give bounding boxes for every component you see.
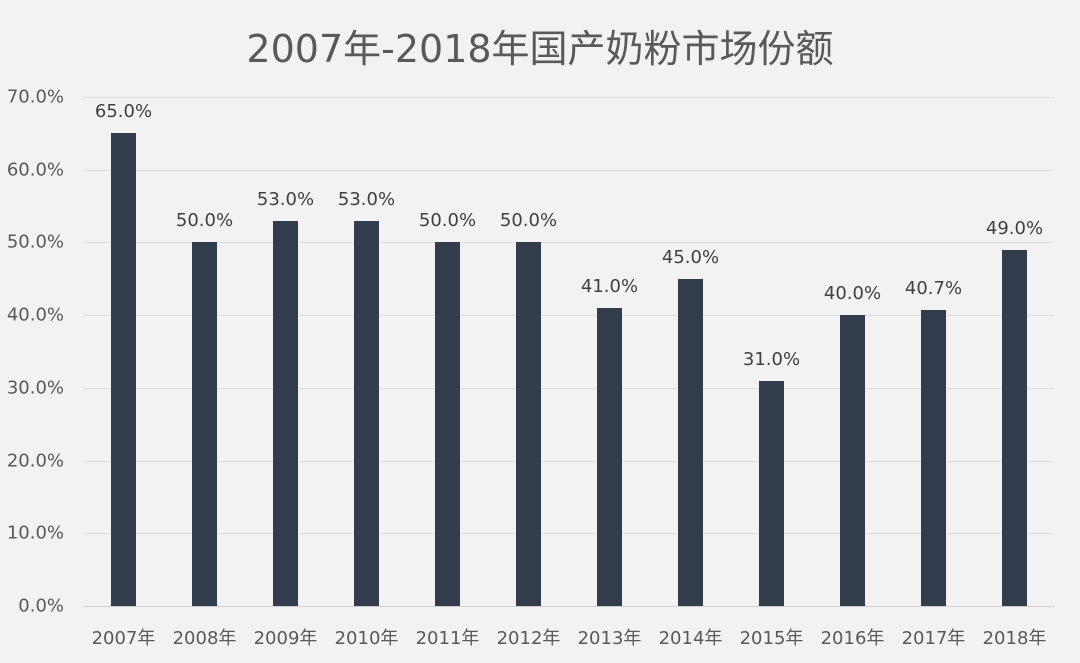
plot-area: 65.0% 50.0% 53.0% 53.0% 50.0% 50.0% 41.0% 45.0%… bbox=[83, 97, 1055, 607]
gridline bbox=[83, 533, 1055, 535]
bar-2007 bbox=[111, 133, 136, 606]
x-tick-label: 2011年 bbox=[415, 628, 480, 649]
bar-2012 bbox=[516, 242, 541, 606]
gridline bbox=[83, 242, 1055, 244]
data-label: 50.0% bbox=[499, 210, 558, 232]
y-tick-label: 20.0% bbox=[6, 450, 64, 472]
x-tick-label: 2014年 bbox=[658, 628, 723, 649]
gridline bbox=[83, 315, 1055, 317]
x-tick-label: 2017年 bbox=[901, 628, 966, 649]
x-tick-label: 2012年 bbox=[496, 628, 561, 649]
gridline bbox=[83, 387, 1055, 389]
y-tick-label: 30.0% bbox=[6, 377, 64, 399]
data-label: 53.0% bbox=[337, 188, 396, 210]
y-tick-label: 40.0% bbox=[6, 304, 64, 326]
bar-2011 bbox=[435, 242, 460, 606]
data-label: 40.7% bbox=[904, 278, 963, 300]
gridline bbox=[83, 460, 1055, 462]
y-tick-label: 10.0% bbox=[6, 522, 64, 544]
data-label: 50.0% bbox=[175, 210, 234, 232]
x-tick-label: 2007年 bbox=[91, 628, 156, 649]
bar-2016 bbox=[840, 315, 865, 606]
data-label: 49.0% bbox=[985, 217, 1044, 239]
data-label: 45.0% bbox=[661, 246, 720, 268]
chart-title: 2007年-2018年国产奶粉市场份额 bbox=[246, 27, 834, 71]
data-label: 31.0% bbox=[742, 348, 801, 370]
y-tick-label: 50.0% bbox=[6, 231, 64, 253]
gridline bbox=[83, 97, 1055, 98]
data-label: 50.0% bbox=[418, 210, 477, 232]
bar-2018 bbox=[1002, 249, 1027, 606]
x-tick-label: 2009年 bbox=[253, 628, 318, 649]
bar-2015 bbox=[759, 380, 784, 606]
x-tick-label: 2016年 bbox=[820, 628, 885, 649]
x-tick-label: 2010年 bbox=[334, 628, 399, 649]
gridline bbox=[83, 169, 1055, 171]
bar-2014 bbox=[678, 278, 703, 606]
x-tick-label: 2008年 bbox=[172, 628, 237, 649]
y-tick-label: 0.0% bbox=[18, 595, 64, 617]
y-tick-label: 70.0% bbox=[6, 86, 64, 108]
x-axis-baseline bbox=[83, 606, 1055, 607]
data-label: 40.0% bbox=[823, 283, 882, 305]
bar-2013 bbox=[597, 307, 622, 606]
x-tick-label: 2013年 bbox=[577, 628, 642, 649]
data-label: 53.0% bbox=[256, 188, 315, 210]
bar-2009 bbox=[273, 220, 298, 606]
y-tick-label: 60.0% bbox=[6, 159, 64, 181]
data-label: 41.0% bbox=[580, 275, 639, 297]
data-label: 65.0% bbox=[94, 101, 153, 123]
x-tick-label: 2015年 bbox=[739, 628, 804, 649]
bar-2008 bbox=[192, 242, 217, 606]
x-tick-label: 2018年 bbox=[982, 628, 1047, 649]
bar-2017 bbox=[921, 310, 946, 606]
bar-2010 bbox=[354, 220, 379, 606]
